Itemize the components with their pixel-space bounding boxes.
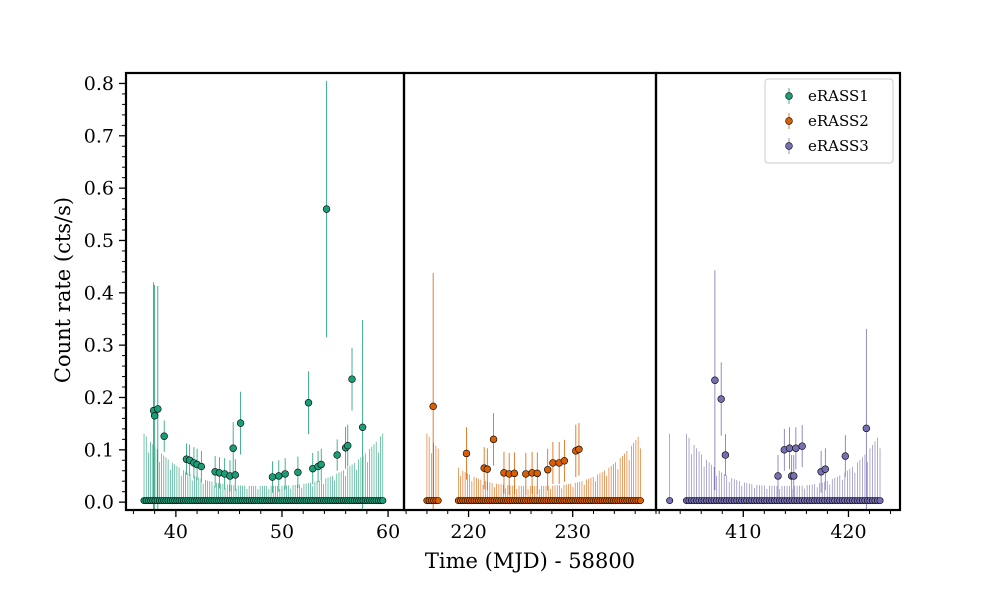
y-tick-label: 0.6: [84, 178, 114, 200]
data-point: [483, 465, 492, 473]
data-point: [790, 472, 798, 480]
panel-series: [140, 80, 387, 510]
legend: eRASS1 eRASS2 eRASS3: [764, 78, 894, 164]
data-point: [322, 205, 331, 213]
data-point: [304, 399, 313, 407]
x-axis-label: Time (MJD) - 58800: [425, 549, 635, 573]
data-point: [876, 497, 884, 505]
data-point: [862, 424, 871, 433]
data-point: [434, 497, 442, 505]
x-tick-label: 60: [376, 521, 400, 543]
panel-series: [423, 272, 644, 510]
y-tick-label: 0.2: [84, 387, 114, 409]
legend-box: [764, 78, 894, 164]
data-point: [575, 445, 583, 453]
y-tick-label: 0.7: [84, 125, 114, 147]
y-tick-label: 0.3: [84, 335, 114, 357]
legend-marker: [785, 117, 793, 125]
data-point: [275, 472, 283, 480]
y-tick-label: 0.1: [84, 439, 114, 461]
data-point: [229, 444, 237, 452]
legend-entry-erass2: eRASS2: [808, 112, 869, 130]
x-tick-label: 410: [725, 521, 761, 543]
panel-1: 40 50 60 0.0 0.1 0.2 0.3 0.4 0.5 0.6 0.7 0.8: [84, 71, 406, 543]
x-tick-label: 50: [270, 521, 294, 543]
data-point: [236, 419, 245, 427]
data-point: [160, 432, 168, 440]
data-point: [711, 376, 719, 384]
panel-frame: [402, 71, 658, 512]
y-tick-label: 0.4: [84, 282, 114, 304]
legend-entry-erass1: eRASS1: [808, 87, 869, 105]
data-point: [379, 497, 387, 505]
x-tick-label: 40: [164, 521, 188, 543]
data-point: [721, 451, 730, 459]
data-point: [841, 452, 850, 460]
data-point: [798, 442, 806, 450]
data-point: [348, 375, 356, 383]
panel-3: 410 420: [654, 71, 902, 543]
data-point: [785, 444, 794, 452]
data-point: [533, 469, 541, 478]
data-point: [666, 497, 674, 505]
data-point: [560, 457, 569, 465]
x-tick-label: 220: [450, 521, 486, 543]
plot-layer: 40 50 60 0.0 0.1 0.2 0.3 0.4 0.5 0.6 0.7 0.8 220 230 4…: [84, 71, 902, 543]
data-point: [792, 444, 800, 452]
y-axis-label: Count rate (cts/s): [51, 197, 75, 383]
data-point: [510, 469, 519, 478]
series-erass1: [140, 80, 387, 510]
data-point: [549, 459, 557, 467]
panel-series: [666, 270, 884, 510]
data-point: [717, 395, 725, 403]
data-point: [344, 441, 352, 450]
data-point: [522, 470, 530, 478]
legend-entry-erass3: eRASS3: [808, 137, 869, 155]
data-point: [544, 466, 552, 474]
data-point: [317, 460, 325, 469]
data-point: [821, 465, 830, 473]
y-tick-label: 0.8: [84, 73, 114, 95]
data-point: [281, 470, 289, 478]
data-point: [462, 449, 471, 458]
data-point: [268, 473, 277, 481]
data-point: [231, 471, 239, 479]
data-point: [489, 435, 498, 444]
data-point: [154, 405, 162, 413]
x-tick-label: 230: [555, 521, 591, 543]
data-point: [333, 451, 341, 459]
legend-marker: [785, 92, 793, 100]
data-point: [294, 468, 302, 477]
data-point: [636, 497, 644, 505]
y-tick-label: 0.5: [84, 230, 114, 252]
legend-marker: [785, 142, 793, 150]
series-erass2: [423, 272, 644, 510]
data-point: [774, 472, 782, 480]
data-point: [429, 402, 437, 411]
x-tick-label: 420: [830, 521, 866, 543]
data-point: [197, 462, 206, 471]
y-tick-label: 0.0: [84, 492, 114, 514]
panel-frame: [654, 71, 902, 512]
panel-2: 220 230: [402, 71, 658, 543]
data-point: [150, 412, 159, 420]
data-point: [358, 423, 367, 432]
series-erass3: [666, 270, 884, 510]
